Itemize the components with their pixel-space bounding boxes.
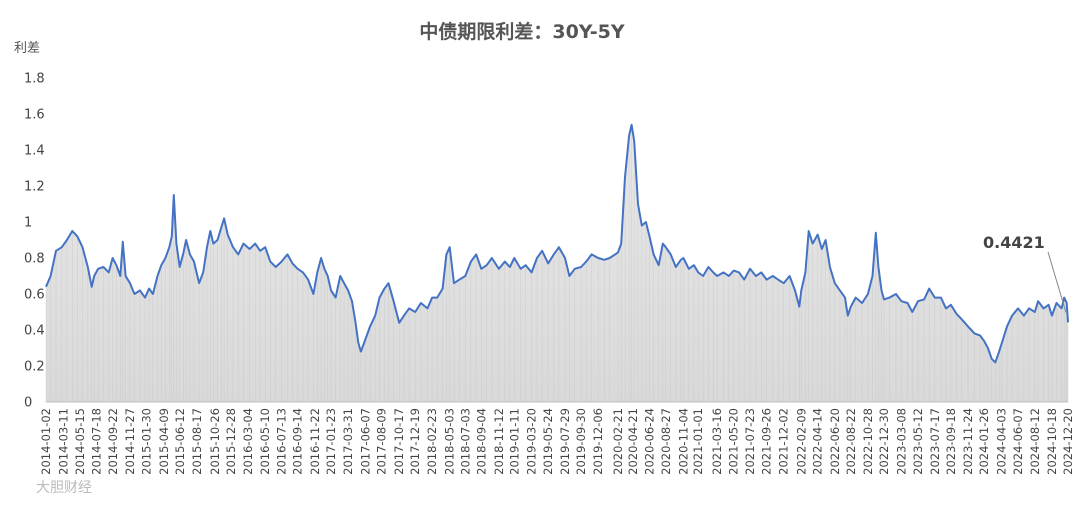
y-tick-label: 0.8 — [24, 252, 45, 267]
y-tick-label: 1 — [24, 216, 32, 231]
annotation-leader — [1047, 251, 1067, 313]
x-tick-label: 2024-10-18 — [1045, 408, 1059, 475]
x-tick-label: 2024-08-12 — [1028, 408, 1042, 475]
x-tick-label: 2017-12-19 — [408, 408, 422, 475]
area-hatching — [45, 126, 1069, 402]
y-tick-label: 0.2 — [24, 360, 45, 375]
y-tick-label: 0 — [24, 396, 32, 411]
x-tick-label: 2014-11-27 — [123, 408, 137, 475]
y-tick-label: 1.8 — [24, 72, 45, 87]
x-tick-label: 2022-02-09 — [794, 408, 808, 475]
x-tick-label: 2019-01-11 — [507, 408, 521, 475]
y-tick-labels: 0 0.2 0.4 0.6 0.8 1 1.2 1.4 1.6 1.8 — [24, 72, 45, 411]
x-tick-label: 2014-09-22 — [106, 408, 120, 475]
x-tick-label: 2014-03-11 — [56, 408, 70, 475]
chart-title: 中债期限利差：30Y-5Y — [419, 20, 625, 43]
x-tick-label: 2016-11-22 — [308, 408, 322, 475]
x-tick-label: 2016-07-13 — [275, 408, 289, 475]
x-tick-label: 2020-04-21 — [626, 408, 640, 475]
x-tick-label: 2018-05-03 — [443, 408, 457, 475]
x-tick-label: 2022-12-30 — [877, 408, 891, 475]
x-tick-label: 2020-11-04 — [676, 408, 690, 475]
x-tick-label: 2019-07-29 — [558, 408, 572, 475]
line-layer — [45, 123, 1069, 364]
area-layer — [45, 124, 1069, 403]
x-tick-label: 2020-08-27 — [659, 408, 673, 475]
x-tick-label: 2017-03-31 — [341, 408, 355, 475]
x-tick-label: 2018-09-04 — [474, 408, 488, 475]
x-tick-label: 2022-06-20 — [828, 408, 842, 475]
x-tick-label: 2018-07-03 — [458, 408, 472, 475]
x-tick-labels: 2014-01-02 2014-03-11 2014-05-15 2014-07-18… — [39, 408, 1075, 475]
series-line — [45, 123, 1069, 364]
y-tick-label: 1.6 — [24, 108, 45, 123]
y-tick-label: 1.2 — [24, 180, 45, 195]
x-tick-label: 2020-02-21 — [611, 408, 625, 475]
annotation-layer: 0.4421 — [983, 233, 1067, 313]
y-tick-label: 0.4 — [24, 324, 45, 339]
x-tick-label: 2017-01-23 — [324, 408, 338, 475]
x-tick-label: 2019-09-30 — [574, 408, 588, 475]
watermark: 大胆财经 — [36, 480, 92, 496]
x-tick-label: 2020-06-24 — [643, 408, 657, 475]
x-tick-label: 2019-03-20 — [525, 408, 539, 475]
x-tick-label: 2017-08-09 — [375, 408, 389, 475]
x-tick-label: 2024-12-20 — [1061, 408, 1075, 475]
x-tick-label: 2023-11-24 — [961, 408, 975, 475]
x-tick-label: 2022-08-22 — [844, 408, 858, 475]
x-tick-label: 2014-05-15 — [73, 408, 87, 475]
x-tick-label: 2021-09-26 — [760, 408, 774, 475]
x-tick-label: 2015-04-09 — [157, 408, 171, 475]
x-tick-label: 2016-09-14 — [291, 408, 305, 475]
y-tick-label: 1.4 — [24, 144, 45, 159]
x-tick-label: 2018-02-23 — [425, 408, 439, 475]
x-tick-label: 2021-05-20 — [727, 408, 741, 475]
x-tick-label: 2015-08-17 — [190, 408, 204, 475]
last-value-annotation: 0.4421 — [983, 233, 1045, 252]
x-tick-label: 2014-07-18 — [89, 408, 103, 475]
x-tick-label: 2016-03-04 — [241, 408, 255, 475]
x-tick-label: 2022-10-28 — [861, 408, 875, 475]
x-tick-label: 2014-01-02 — [39, 408, 53, 475]
x-tick-label: 2015-12-28 — [224, 408, 238, 475]
x-tick-label: 2016-05-10 — [258, 408, 272, 475]
x-tick-label: 2021-01-01 — [691, 408, 705, 475]
x-tick-label: 2024-06-07 — [1011, 408, 1025, 475]
x-tick-label: 2017-06-07 — [358, 408, 372, 475]
y-tick-label: 0.6 — [24, 288, 45, 303]
x-tick-label: 2021-07-23 — [743, 408, 757, 475]
y-axis-label: 利差 — [14, 41, 40, 56]
x-tick-label: 2024-01-26 — [977, 408, 991, 475]
x-tick-label: 2023-05-12 — [911, 408, 925, 475]
x-tick-label: 2023-07-17 — [928, 408, 942, 475]
x-tick-label: 2019-05-24 — [541, 408, 555, 475]
x-tick-label: 2015-06-12 — [173, 408, 187, 475]
x-tick-label: 2024-04-03 — [994, 408, 1008, 475]
x-tick-label: 2015-01-30 — [139, 408, 153, 475]
x-tick-label: 2022-04-14 — [811, 408, 825, 475]
x-tick-label: 2017-10-17 — [392, 408, 406, 475]
x-tick-label: 2019-12-06 — [591, 408, 605, 475]
x-tick-label: 2018-11-12 — [492, 408, 506, 475]
x-tick-label: 2023-03-08 — [894, 408, 908, 475]
x-tick-label: 2015-10-26 — [208, 408, 222, 475]
x-tick-label: 2023-09-18 — [944, 408, 958, 475]
x-tick-label: 2021-12-02 — [777, 408, 791, 475]
x-tick-label: 2021-03-16 — [710, 408, 724, 475]
